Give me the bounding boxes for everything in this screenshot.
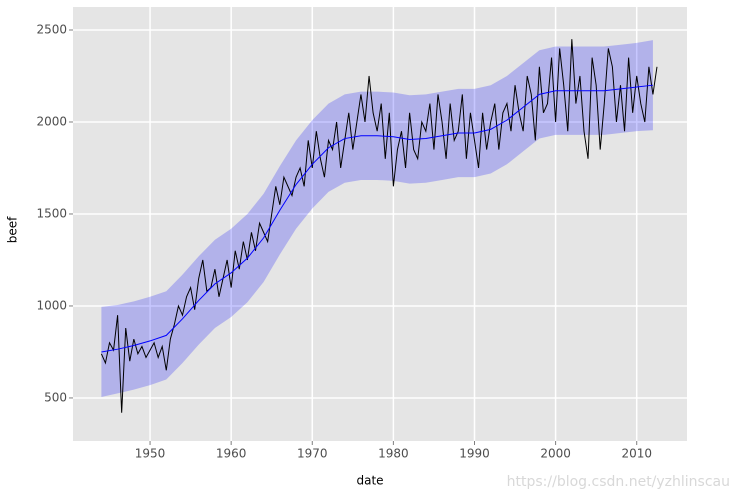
watermark: https://blog.csdn.net/yzhlinscau [507, 474, 730, 490]
y-tick-label: 2000 [36, 114, 67, 128]
y-axis-label: beef [6, 216, 20, 243]
x-tick-label: 2000 [540, 447, 571, 461]
x-tick-label: 1980 [378, 447, 409, 461]
x-tick-label: 1950 [135, 447, 166, 461]
x-tick-label: 1970 [297, 447, 328, 461]
line-series [101, 84, 653, 353]
y-tick-label: 1000 [36, 298, 67, 312]
x-tick-label: 1990 [459, 447, 490, 461]
plot-background [73, 7, 687, 441]
x-axis-label: date [356, 474, 383, 488]
confidence-band [101, 40, 653, 398]
y-tick-label: 2500 [36, 22, 67, 36]
y-tick-label: 1500 [36, 206, 67, 220]
x-tick-label: 1960 [216, 447, 247, 461]
x-tick-label: 2010 [621, 447, 652, 461]
y-tick-label: 500 [44, 390, 67, 404]
